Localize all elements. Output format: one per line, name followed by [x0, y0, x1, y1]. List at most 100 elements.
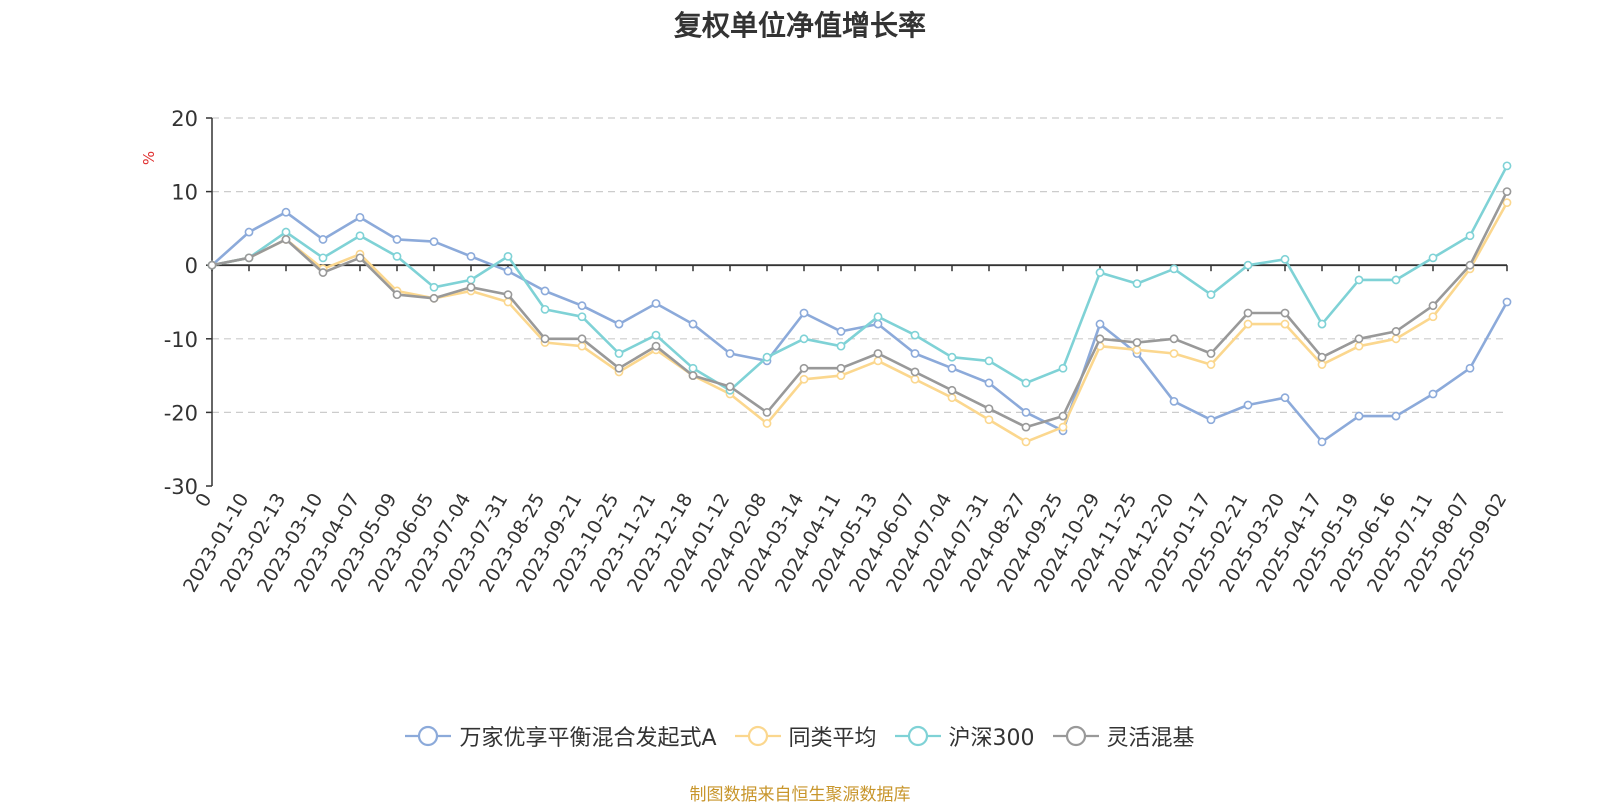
data-point	[873, 349, 883, 358]
y-axis-unit-label: %	[140, 151, 158, 165]
data-point	[1095, 268, 1105, 277]
data-point	[281, 207, 291, 217]
data-point	[762, 352, 772, 362]
data-point	[1502, 187, 1512, 196]
data-point	[577, 334, 587, 344]
data-point	[762, 419, 772, 428]
data-point	[836, 341, 846, 351]
data-point	[429, 282, 439, 292]
data-point	[1021, 422, 1031, 432]
data-point	[1354, 411, 1364, 421]
data-point	[1280, 393, 1290, 403]
data-point	[429, 293, 439, 303]
series-line	[211, 191, 1509, 429]
data-point	[1428, 301, 1438, 311]
data-point	[1095, 319, 1105, 329]
data-point	[207, 260, 217, 270]
data-point	[1243, 400, 1253, 410]
legend-item[interactable]: 万家优享平衡混合发起式A	[405, 720, 717, 752]
data-point	[984, 378, 994, 388]
data-point	[318, 235, 328, 244]
data-point	[1206, 349, 1216, 358]
legend-marker-icon	[1052, 725, 1099, 747]
data-point	[466, 275, 476, 285]
series-lines	[207, 161, 1512, 447]
legend-label: 沪深300	[948, 726, 1035, 751]
data-point	[1391, 334, 1401, 344]
data-point	[577, 341, 587, 351]
series-line	[211, 165, 1509, 392]
series-group	[207, 161, 1512, 395]
data-point	[1502, 198, 1512, 208]
data-point	[1132, 345, 1142, 355]
data-point	[1095, 334, 1105, 344]
data-point	[984, 356, 994, 366]
data-point	[1169, 349, 1179, 358]
legend-label: 万家优享平衡混合发起式A	[459, 726, 717, 751]
data-point	[1280, 319, 1290, 329]
data-point	[947, 393, 957, 403]
y-tick-label: 0	[185, 254, 198, 278]
data-point	[1280, 308, 1290, 318]
data-point	[688, 371, 698, 380]
data-point	[1169, 334, 1179, 344]
data-point	[1428, 389, 1438, 399]
data-point	[1502, 161, 1512, 171]
data-point	[651, 330, 661, 340]
data-point	[984, 415, 994, 425]
data-point	[1354, 275, 1364, 285]
data-point	[466, 251, 476, 261]
data-point	[429, 237, 439, 247]
data-point	[651, 341, 661, 351]
chart-title: 复权单位净值增长率	[673, 9, 926, 42]
data-point	[355, 253, 365, 263]
legend-item[interactable]: 沪深300	[894, 720, 1035, 752]
data-point	[910, 330, 920, 340]
y-tick-label: 20	[171, 107, 198, 131]
data-point	[1206, 290, 1216, 300]
data-point	[1465, 231, 1475, 241]
legend-marker-icon	[734, 725, 781, 747]
data-point	[1280, 254, 1290, 264]
data-point	[1058, 363, 1068, 373]
y-tick-label: -30	[164, 475, 198, 499]
data-point	[1502, 297, 1512, 307]
data-point	[1465, 363, 1475, 373]
data-point	[1206, 360, 1216, 369]
data-point	[614, 349, 624, 358]
y-tick-label: 10	[171, 181, 198, 205]
data-point	[1317, 352, 1327, 362]
data-point	[614, 319, 624, 329]
data-point	[1317, 319, 1327, 329]
data-point	[1243, 319, 1253, 329]
legend: 万家优享平衡混合发起式A 同类平均 沪深300 灵活混基	[0, 720, 1600, 752]
source-note: 制图数据来自恒生聚源数据库	[689, 785, 911, 805]
data-point	[836, 363, 846, 373]
data-point	[1021, 378, 1031, 388]
data-point	[688, 363, 698, 373]
data-point	[318, 253, 328, 263]
legend-label: 同类平均	[788, 726, 877, 751]
legend-item[interactable]: 同类平均	[734, 720, 877, 752]
data-point	[1391, 411, 1401, 421]
data-point	[1354, 341, 1364, 351]
data-point	[651, 299, 661, 308]
data-point	[836, 327, 846, 336]
legend-item[interactable]: 灵活混基	[1052, 720, 1195, 752]
data-point	[1391, 327, 1401, 336]
data-point	[762, 407, 772, 417]
data-point	[577, 301, 587, 311]
data-point	[244, 253, 254, 263]
legend-marker-icon	[894, 725, 941, 747]
data-point	[577, 312, 587, 322]
data-point	[1465, 260, 1475, 270]
data-point	[1058, 411, 1068, 421]
data-point	[910, 367, 920, 377]
data-point	[1428, 312, 1438, 322]
data-point	[688, 319, 698, 329]
data-point	[799, 363, 809, 373]
data-point	[873, 319, 883, 329]
data-point	[799, 308, 809, 318]
data-point	[392, 290, 402, 300]
data-point	[836, 371, 846, 380]
